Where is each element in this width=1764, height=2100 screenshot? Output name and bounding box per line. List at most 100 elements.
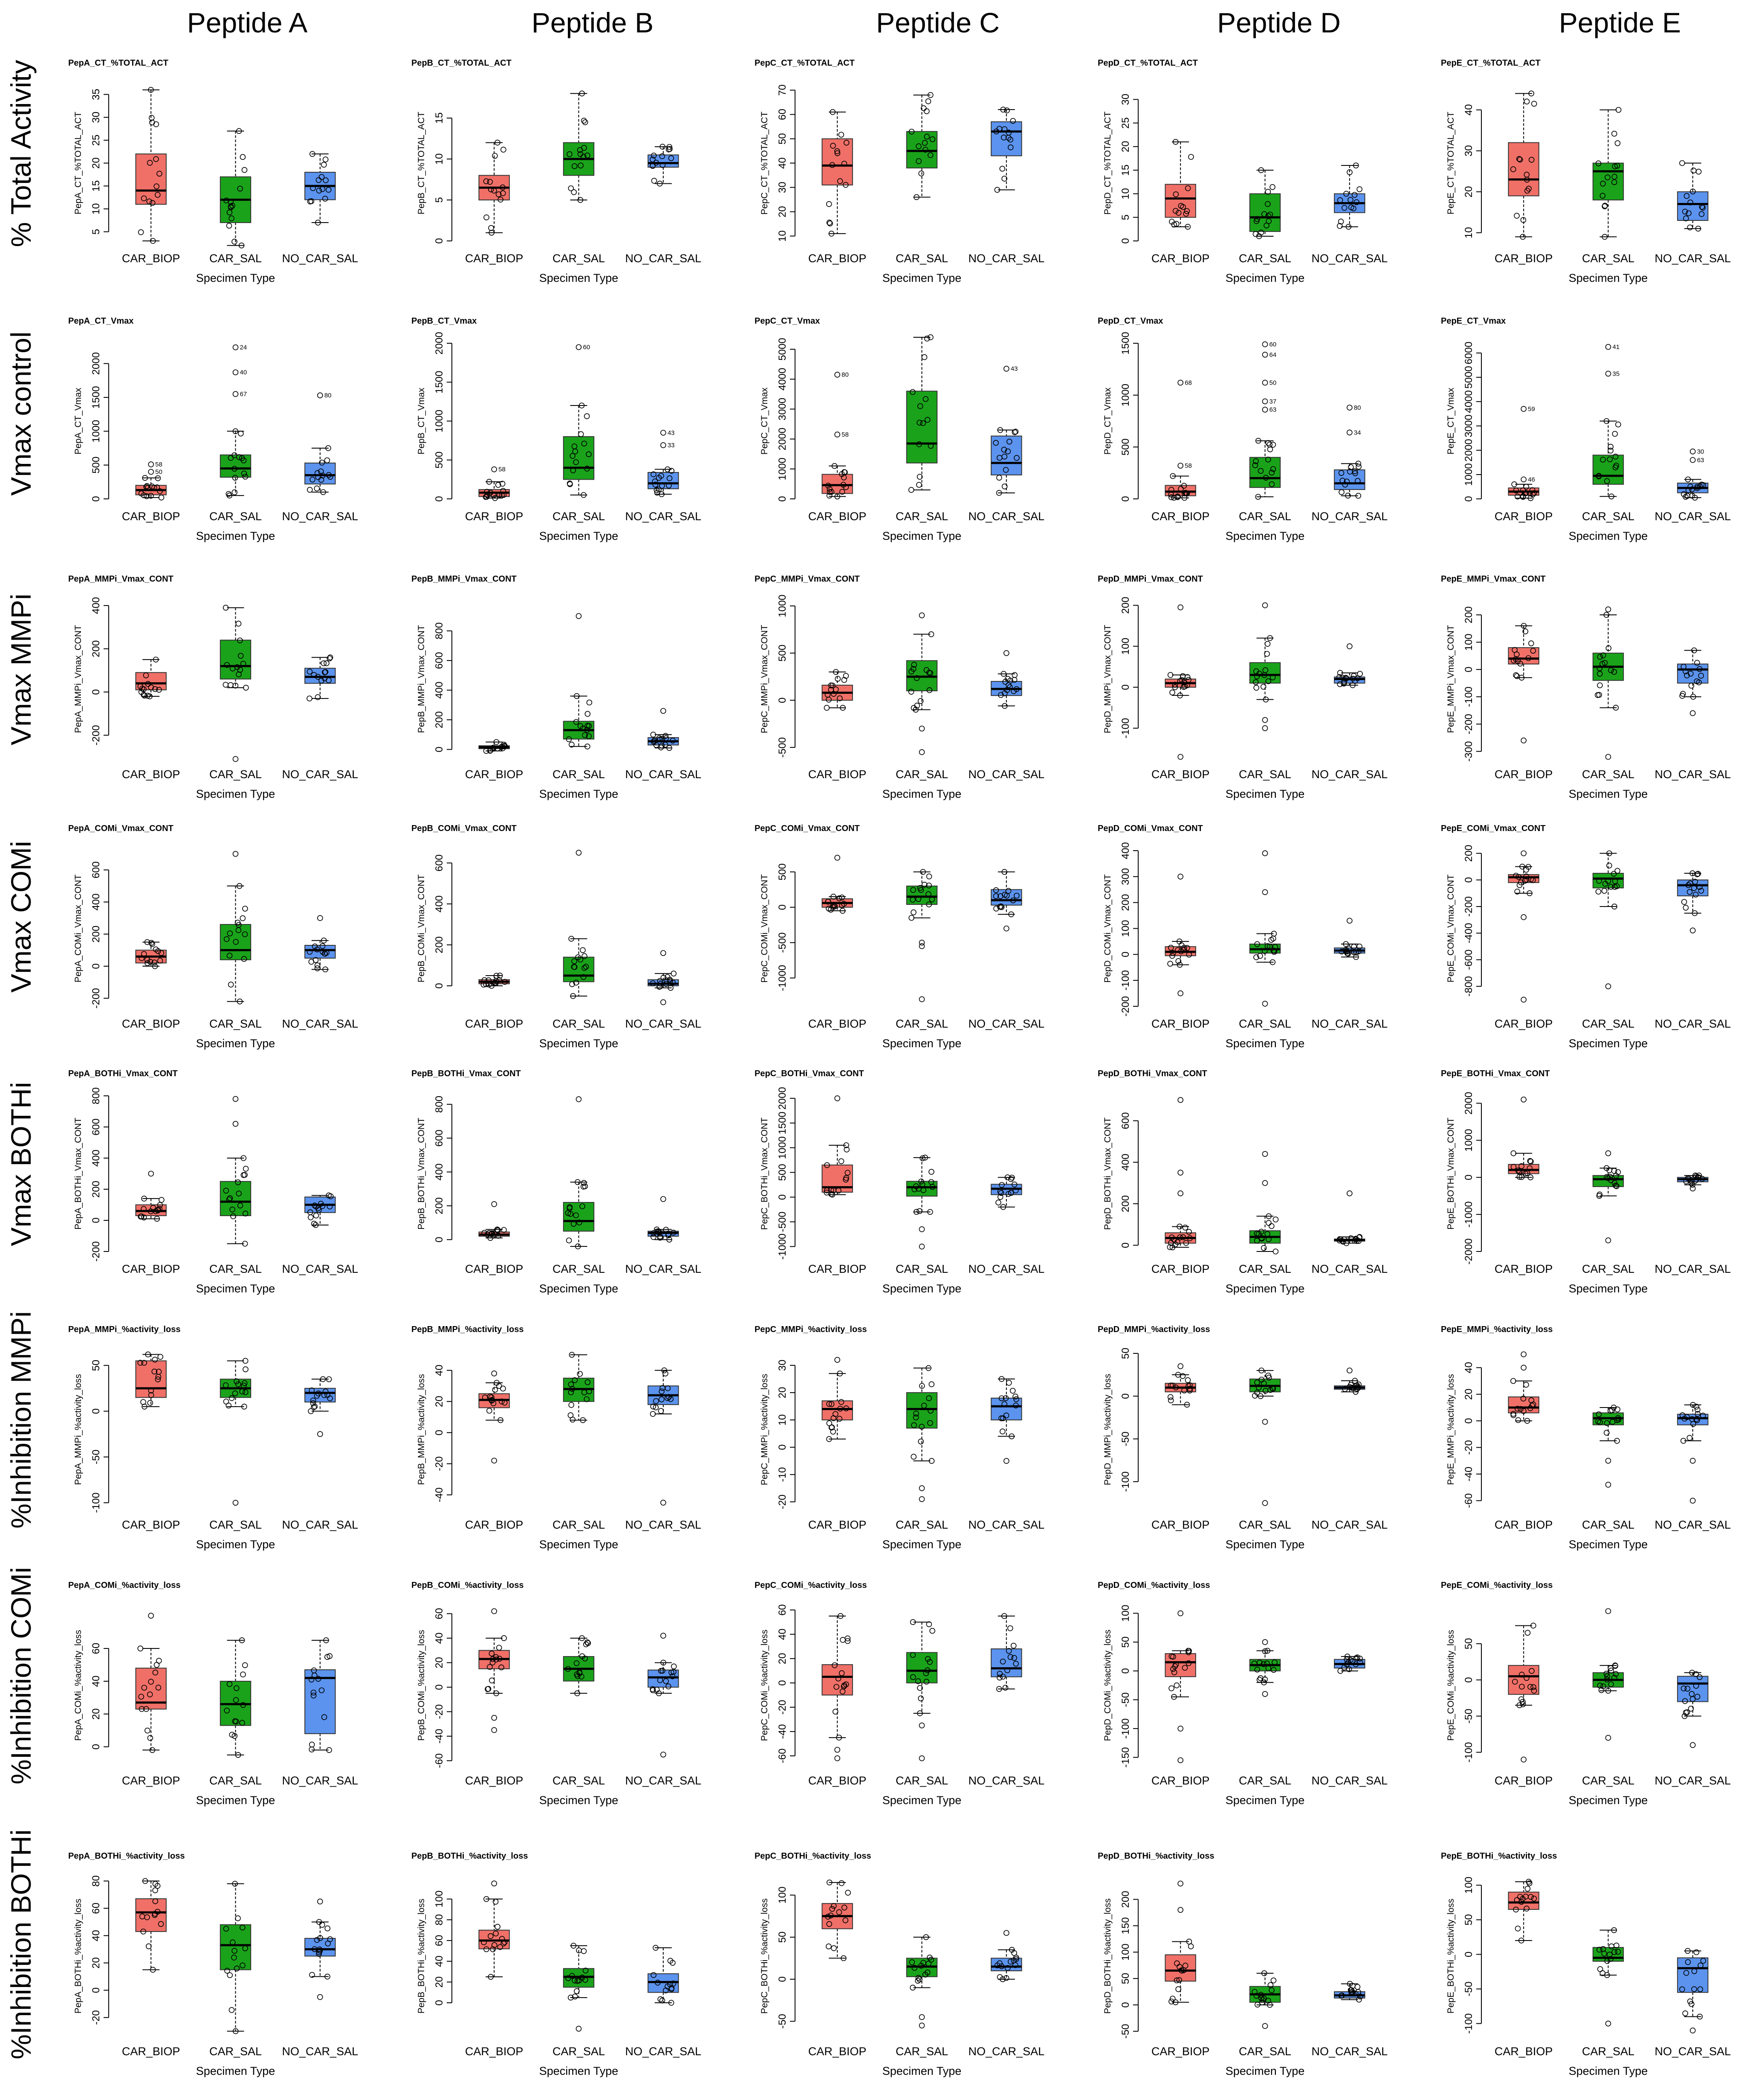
data-point [999, 1428, 1006, 1434]
y-tick-label: -800 [1463, 976, 1475, 996]
data-point [319, 1922, 325, 1928]
y-tick-label: 0 [434, 238, 445, 243]
data-point [1605, 645, 1612, 651]
data-point [1172, 1241, 1178, 1248]
data-point [1182, 683, 1188, 689]
data-point [1000, 1658, 1006, 1665]
data-point [920, 1155, 925, 1162]
y-tick-label: 10 [434, 154, 445, 165]
data-point [1255, 494, 1261, 500]
data-point [1611, 1949, 1617, 1955]
data-point [140, 1929, 146, 1935]
data-point [1352, 470, 1358, 476]
data-point [314, 946, 320, 953]
data-point [1181, 679, 1187, 686]
data-point [1602, 234, 1608, 240]
data-point [925, 1656, 931, 1662]
data-point [1001, 454, 1008, 460]
y-tick-label: 0 [1463, 496, 1475, 501]
x-tick-label: NO_CAR_SAL [1655, 2045, 1731, 2058]
y-tick-label: -50 [1120, 1692, 1131, 1707]
x-tick-label: NO_CAR_SAL [969, 510, 1045, 523]
y-tick-label: 200 [434, 936, 445, 953]
box-car-sal [1249, 457, 1281, 488]
data-point [315, 694, 321, 700]
y-tick-label: 4000 [1463, 390, 1475, 413]
data-point [1518, 1174, 1525, 1180]
y-axis-title: PepE_COMi_%activity_loss [1446, 1630, 1456, 1741]
outlier-label: 63 [1697, 457, 1704, 464]
data-point [1264, 223, 1270, 229]
box-car-biop [1165, 184, 1196, 218]
data-point [1177, 678, 1183, 684]
data-point [917, 1710, 923, 1716]
data-point [1012, 1393, 1018, 1399]
panel-r1-c2: PepC_CT_Vmax010002000300040005000PepC_CT… [755, 316, 1044, 542]
panel-title: PepA_BOTHi_Vmax_CONT [68, 1069, 178, 1078]
x-tick-label: NO_CAR_SAL [625, 1263, 702, 1275]
outlier-point [1262, 398, 1268, 405]
data-point [1695, 226, 1701, 232]
x-tick-label: CAR_SAL [1582, 1017, 1634, 1030]
outlier-point [1605, 371, 1611, 377]
data-point [315, 177, 322, 183]
y-tick-label: 20 [1120, 141, 1131, 152]
data-point [1608, 884, 1614, 890]
data-point [236, 128, 242, 134]
data-point [665, 1683, 671, 1689]
y-axis-title: PepA_CT_%TOTAL_ACT [73, 112, 83, 214]
data-point [153, 946, 159, 953]
outlier-label: 50 [1270, 379, 1277, 386]
data-point [1272, 1659, 1278, 1666]
data-point [1520, 1699, 1526, 1705]
data-point [1596, 473, 1602, 479]
data-point [1681, 491, 1687, 497]
data-point [1519, 1683, 1525, 1690]
panel-r5-c3: PepD_MMPi_%activity_loss-100-50050PepD_M… [1098, 1325, 1388, 1551]
data-point [1260, 1997, 1266, 2003]
data-point [1345, 224, 1352, 230]
outlier-point [1177, 1190, 1183, 1196]
data-point [1690, 188, 1696, 194]
data-point [652, 478, 658, 484]
y-tick-label: 0 [90, 1217, 102, 1223]
data-point [653, 159, 659, 166]
outlier-label: 58 [498, 466, 506, 473]
y-axis-title: PepB_MMPi_Vmax_CONT [416, 625, 426, 733]
data-point [1173, 221, 1180, 227]
data-point [1167, 672, 1174, 678]
data-point [1005, 888, 1012, 894]
data-point [1604, 1676, 1610, 1683]
data-point [1611, 871, 1617, 877]
data-point [1696, 1173, 1702, 1179]
data-point [1601, 1951, 1607, 1957]
x-axis-title: Specimen Type [1226, 530, 1305, 542]
box-car-biop [135, 1898, 167, 1932]
data-point [228, 982, 234, 988]
data-point [1687, 1998, 1693, 2004]
data-point [837, 695, 843, 701]
data-point [149, 1747, 156, 1753]
data-point [1267, 446, 1273, 452]
y-tick-label: 50 [90, 1360, 102, 1371]
y-tick-label: 20 [90, 1708, 102, 1720]
data-point [908, 915, 914, 921]
data-point [241, 167, 248, 173]
data-point [488, 1933, 494, 1939]
data-point [1172, 139, 1179, 145]
data-point [1261, 948, 1268, 954]
y-tick-label: 0 [90, 1987, 102, 1993]
chart-panels: PepA_CT_%TOTAL_ACT5101520253035PepA_CT_%… [68, 58, 1731, 2077]
data-point [911, 1965, 918, 1971]
y-tick-label: -100 [1120, 718, 1131, 739]
data-point [581, 953, 587, 959]
panel-title: PepA_BOTHi_%activity_loss [68, 1851, 185, 1861]
data-point [141, 1214, 147, 1221]
data-point [578, 403, 585, 408]
row-header-inhibition-bothi: %Inhibition BOTHi [5, 1829, 37, 2059]
panel-title: PepE_BOTHi_Vmax_CONT [1441, 1069, 1550, 1078]
data-point [927, 152, 934, 158]
y-tick-label: -200 [90, 988, 102, 1008]
data-point [993, 905, 999, 912]
y-axis-title: PepA_MMPi_%activity_loss [73, 1374, 83, 1485]
